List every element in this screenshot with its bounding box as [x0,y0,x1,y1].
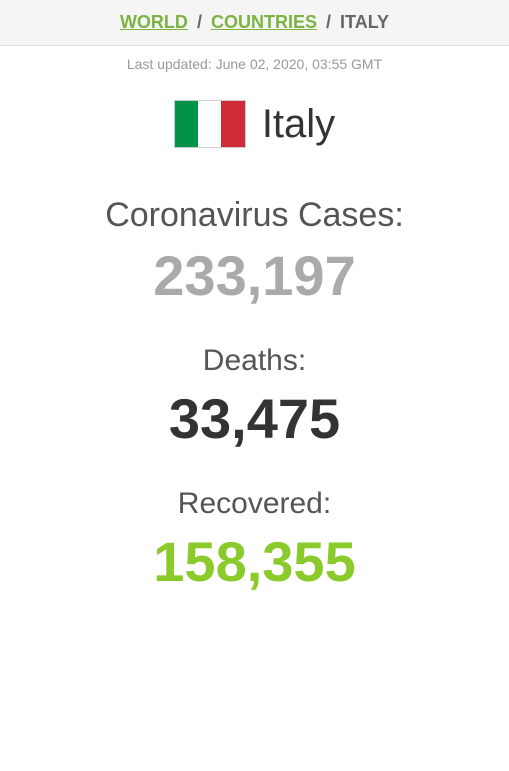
recovered-block: Recovered: 158,355 [0,469,509,612]
flag-stripe-left [175,101,198,147]
cases-block: Coronavirus Cases: 233,197 [0,178,509,326]
deaths-value: 33,475 [0,386,509,451]
cases-value: 233,197 [0,243,509,308]
breadcrumb-world-link[interactable]: WORLD [120,12,188,32]
last-updated-text: Last updated: June 02, 2020, 03:55 GMT [0,46,509,92]
breadcrumb-separator: / [326,12,331,32]
breadcrumb-separator: / [197,12,202,32]
recovered-value: 158,355 [0,529,509,594]
country-name: Italy [262,102,335,147]
breadcrumb: WORLD / COUNTRIES / ITALY [0,0,509,46]
cases-label: Coronavirus Cases: [0,196,509,235]
breadcrumb-current: ITALY [340,12,389,32]
country-title-row: Italy [0,92,509,178]
deaths-block: Deaths: 33,475 [0,326,509,469]
recovered-label: Recovered: [0,487,509,521]
deaths-label: Deaths: [0,344,509,378]
breadcrumb-countries-link[interactable]: COUNTRIES [211,12,317,32]
flag-icon [174,100,246,148]
flag-stripe-right [221,101,244,147]
flag-stripe-middle [198,101,221,147]
